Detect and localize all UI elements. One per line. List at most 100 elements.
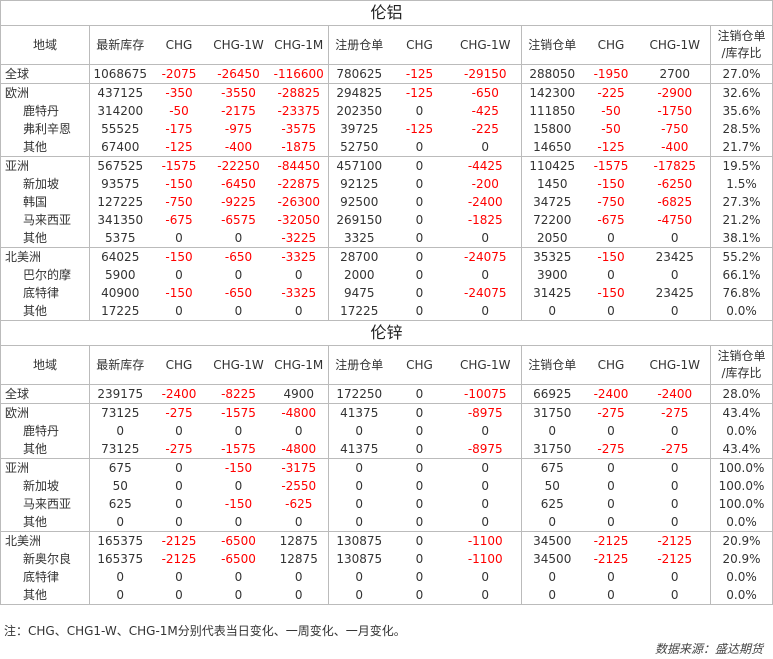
value-cell: -3550 bbox=[207, 83, 270, 102]
value-cell: -4425 bbox=[449, 156, 522, 175]
value-cell: -1750 bbox=[639, 102, 711, 120]
value-cell: -10075 bbox=[449, 384, 522, 404]
value-cell: 2050 bbox=[536, 231, 568, 245]
value-cell: 93575 bbox=[101, 177, 140, 191]
value-cell: 625 bbox=[108, 497, 132, 511]
value-cell: -2400 bbox=[150, 384, 208, 404]
value-cell: -400 bbox=[639, 138, 711, 157]
column-header: CHG-1W bbox=[207, 25, 270, 65]
data-source: 数据来源：盛达期货 bbox=[654, 642, 763, 656]
value-cell: -1575 bbox=[150, 156, 208, 175]
region-cell: 马来西亚 bbox=[0, 495, 90, 513]
value-cell: 165375 bbox=[89, 531, 151, 550]
value-cell: 127225 bbox=[97, 195, 144, 209]
table-title: 伦锌 bbox=[0, 320, 773, 346]
column-header: 注册仓单 bbox=[328, 345, 390, 385]
region-cell: 马来西亚 bbox=[0, 211, 90, 229]
value-cell: 0.0% bbox=[710, 302, 773, 321]
value-cell: 0 bbox=[449, 495, 522, 513]
column-header: CHG bbox=[389, 25, 450, 65]
region-cell: 欧洲 bbox=[0, 83, 90, 102]
value-cell: -8225 bbox=[207, 384, 270, 404]
value-cell: -4800 bbox=[269, 440, 329, 459]
value-cell: -3225 bbox=[269, 229, 329, 248]
value-cell: 0 bbox=[234, 479, 243, 493]
value-cell: 0 bbox=[355, 497, 364, 511]
sub-region-row: 韩国 127225 -750 -9225 -26300 92500 0 -2400 34725 -… bbox=[0, 193, 773, 211]
value-cell: -125 bbox=[389, 64, 450, 84]
value-cell: -150 bbox=[207, 458, 270, 477]
value-cell: 457100 bbox=[328, 156, 390, 175]
column-header: 注销仓单/库存比 bbox=[710, 25, 773, 65]
sub-region-row: 新奥尔良 165375 -2125 -6500 12875 130875 0 -1100 345… bbox=[0, 550, 773, 568]
value-cell: 0 bbox=[607, 231, 615, 245]
region-row: 亚洲 567525 -1575 -22250 -84450 457100 0 -4425 110… bbox=[0, 156, 773, 175]
value-cell: 28.0% bbox=[710, 384, 773, 404]
value-cell: 43.4% bbox=[710, 403, 773, 422]
value-cell: 0 bbox=[415, 231, 424, 245]
value-cell: 0 bbox=[639, 513, 711, 532]
column-header: CHG bbox=[389, 345, 450, 385]
value-cell: 100.0% bbox=[710, 495, 773, 513]
value-cell: 28.5% bbox=[710, 120, 773, 138]
value-cell: -425 bbox=[449, 102, 522, 120]
value-cell: -150 bbox=[224, 497, 253, 511]
value-cell: -2900 bbox=[639, 83, 711, 102]
value-cell: 0 bbox=[449, 458, 522, 477]
value-cell: -6500 bbox=[207, 531, 270, 550]
value-cell: -24075 bbox=[449, 284, 522, 302]
value-cell: 0 bbox=[449, 568, 522, 586]
sub-region-row: 底特律 0 0 0 0 0 0 0 0 0 0 0.0% bbox=[0, 568, 773, 586]
value-cell: 27.0% bbox=[710, 64, 773, 84]
value-cell: 0 bbox=[415, 140, 424, 154]
ratio-header-line2: /库存比 bbox=[721, 366, 762, 380]
table-title-row: 伦锌 bbox=[0, 320, 773, 346]
value-cell: 0 bbox=[389, 531, 450, 550]
header-row: 地域 最新库存 CHG CHG-1W CHG-1M 注册仓单 CHG CHG-1W 注销仓单 CH… bbox=[0, 345, 773, 385]
value-cell: -1100 bbox=[449, 550, 522, 568]
value-cell: 38.1% bbox=[710, 229, 773, 248]
value-cell: 0 bbox=[175, 268, 183, 282]
value-cell: 1068675 bbox=[89, 64, 151, 84]
value-cell: 0 bbox=[89, 586, 151, 605]
value-cell: -2550 bbox=[269, 477, 329, 495]
value-cell: 675 bbox=[521, 458, 583, 477]
value-cell: 0 bbox=[415, 552, 424, 566]
value-cell: -275 bbox=[582, 403, 640, 422]
column-header: 注销仓单/库存比 bbox=[710, 345, 773, 385]
value-cell: 92125 bbox=[340, 177, 379, 191]
value-cell: 0 bbox=[269, 266, 329, 284]
region-row: 欧洲 437125 -350 -3550 -28825 294825 -125 -650 142… bbox=[0, 83, 773, 102]
column-header: 最新库存 bbox=[89, 25, 151, 65]
value-cell: 0 bbox=[521, 586, 583, 605]
value-cell: 0 bbox=[607, 268, 615, 282]
value-cell: 14650 bbox=[533, 140, 572, 154]
value-cell: 55.2% bbox=[710, 247, 773, 266]
value-cell: 23425 bbox=[639, 247, 711, 266]
value-cell: -24075 bbox=[449, 247, 522, 266]
value-cell: -26450 bbox=[207, 64, 270, 84]
value-cell: -6450 bbox=[221, 177, 256, 191]
value-cell: 0 bbox=[328, 586, 390, 605]
value-cell: 0 bbox=[607, 424, 615, 438]
value-cell: 0 bbox=[449, 302, 522, 321]
value-cell: 0 bbox=[449, 422, 522, 440]
region-cell: 其他 bbox=[0, 513, 90, 532]
region-cell: 新加坡 bbox=[0, 477, 90, 495]
value-cell: 0 bbox=[449, 138, 522, 157]
value-cell: 34500 bbox=[533, 552, 572, 566]
value-cell: 294825 bbox=[328, 83, 390, 102]
value-cell: 0 bbox=[150, 586, 208, 605]
column-header: CHG-1W bbox=[639, 345, 711, 385]
value-cell: 92500 bbox=[340, 195, 379, 209]
value-cell: -2175 bbox=[221, 104, 256, 118]
value-cell: 0 bbox=[607, 497, 615, 511]
value-cell: -1875 bbox=[269, 138, 329, 157]
value-cell: 0 bbox=[607, 304, 615, 318]
sub-region-row: 马来西亚 341350 -675 -6575 -32050 269150 0 -1825 722… bbox=[0, 211, 773, 229]
value-cell: 0 bbox=[415, 479, 424, 493]
value-cell: -275 bbox=[639, 403, 711, 422]
value-cell: 72200 bbox=[533, 213, 572, 227]
sub-region-row: 其他 0 0 0 0 0 0 0 0 0 0 0.0% bbox=[0, 513, 773, 532]
value-cell: -22250 bbox=[207, 156, 270, 175]
